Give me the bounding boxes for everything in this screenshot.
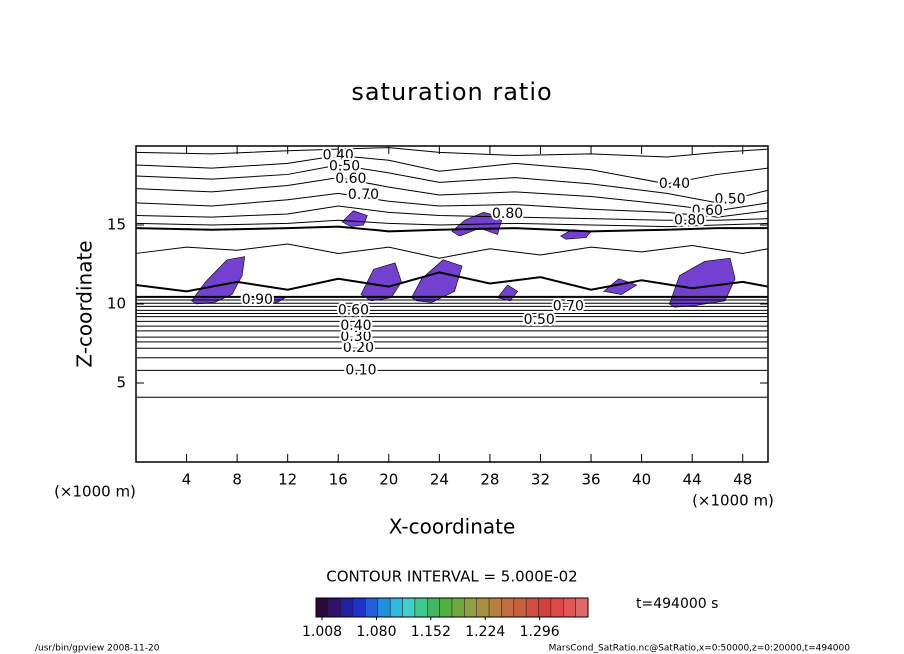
shaded-region <box>496 284 519 302</box>
y-tick-label: 5 <box>116 374 126 392</box>
contour-label: 0.40 <box>659 176 690 192</box>
contour-label: 0.10 <box>345 362 376 378</box>
y-axis-label: Z-coordinate <box>73 240 97 367</box>
contour-label: 0.50 <box>714 192 745 208</box>
x-unit: (×1000 m) <box>54 483 136 501</box>
x-tick-label: 4 <box>182 471 192 489</box>
x-tick-label: 12 <box>278 471 297 489</box>
contour-label: 0.60 <box>335 171 366 187</box>
colorbar-cell <box>340 597 354 618</box>
contour-interval: CONTOUR INTERVAL = 5.000E-02 <box>326 568 577 586</box>
colorbar-frame <box>315 597 589 618</box>
colorbar-cell <box>352 597 366 618</box>
contour-line <box>135 243 769 259</box>
contour-line <box>135 271 769 293</box>
colorbar-cell <box>550 597 564 618</box>
contour-label: 0.50 <box>524 312 555 328</box>
x-tick-label: 16 <box>329 471 348 489</box>
contour-label: 0.70 <box>348 187 379 203</box>
x-tick-label: 44 <box>683 471 702 489</box>
contour-line <box>135 147 769 158</box>
colorbar-cell <box>575 597 589 618</box>
colorbar-tick-label: 1.152 <box>411 624 451 640</box>
chart-title: saturation ratio <box>351 78 552 106</box>
y-tick-label: 10 <box>107 295 126 313</box>
x-axis-label: X-coordinate <box>389 515 516 539</box>
shaded-region <box>360 262 402 302</box>
contour-label: 0.90 <box>242 292 273 308</box>
x-tick-label: 20 <box>379 471 398 489</box>
colorbar-cell <box>538 597 552 618</box>
colorbar-cell <box>525 597 539 618</box>
x-tick-label: 28 <box>480 471 499 489</box>
colorbar-cell <box>439 597 453 618</box>
x-tick-label: 48 <box>733 471 752 489</box>
colorbar-tick-label: 1.224 <box>465 624 505 640</box>
x-tick-label: 24 <box>430 471 449 489</box>
contour-label: 0.60 <box>338 302 369 318</box>
contour-label: 0.60 <box>692 203 723 219</box>
colorbar-cell <box>389 597 403 618</box>
colorbar-cell <box>476 597 490 618</box>
x-tick-label: 32 <box>531 471 550 489</box>
colorbar-cell <box>501 597 515 618</box>
contour-line <box>135 164 769 204</box>
colorbar-cell <box>464 597 477 618</box>
contour-label: 0.80 <box>674 212 705 228</box>
colorbar-cell <box>451 597 465 618</box>
contour-line <box>135 177 769 212</box>
contour-line <box>135 192 769 218</box>
contour-line <box>135 225 768 233</box>
contour-label: 0.80 <box>492 206 523 222</box>
x-tick-label: 36 <box>581 471 600 489</box>
shaded-region <box>341 210 368 227</box>
colorbar-tick-label: 1.008 <box>302 624 342 640</box>
colorbar-cell <box>315 597 329 618</box>
colorbar-tick-label: 1.296 <box>520 624 560 640</box>
contour-label: 0.50 <box>329 159 360 175</box>
colorbar-cell <box>414 597 428 618</box>
time-label: t=494000 s <box>636 596 718 612</box>
contour-line <box>135 219 769 228</box>
colorbar-tick-label: 1.080 <box>356 624 396 640</box>
x-unit: (×1000 m) <box>692 492 774 510</box>
y-tick-label: 15 <box>107 216 126 234</box>
footer-right: MarsCond_SatRatio.nc@SatRatio,x=0:50000,… <box>549 644 851 654</box>
colorbar-cell <box>563 597 576 618</box>
x-tick-label: 8 <box>232 471 242 489</box>
colorbar-cell <box>427 597 440 618</box>
colorbar-cell <box>365 597 379 618</box>
colorbar-cell <box>513 597 527 618</box>
contour-label: 0.30 <box>340 329 371 345</box>
contour-line <box>135 154 769 185</box>
contour-label: 0.70 <box>553 298 584 314</box>
colorbar-cell <box>377 597 391 618</box>
contour-label: 0.20 <box>343 340 374 356</box>
x-tick-label: 40 <box>632 471 651 489</box>
contour-label: 0.40 <box>323 147 354 163</box>
colorbar-cell <box>402 597 416 618</box>
colorbar-cell <box>488 597 502 618</box>
contour-label: 0.40 <box>340 318 371 334</box>
footer-left: /usr/bin/gpview 2008-11-20 <box>35 644 160 654</box>
colorbar-cell <box>328 597 341 618</box>
contour-line <box>135 205 769 221</box>
